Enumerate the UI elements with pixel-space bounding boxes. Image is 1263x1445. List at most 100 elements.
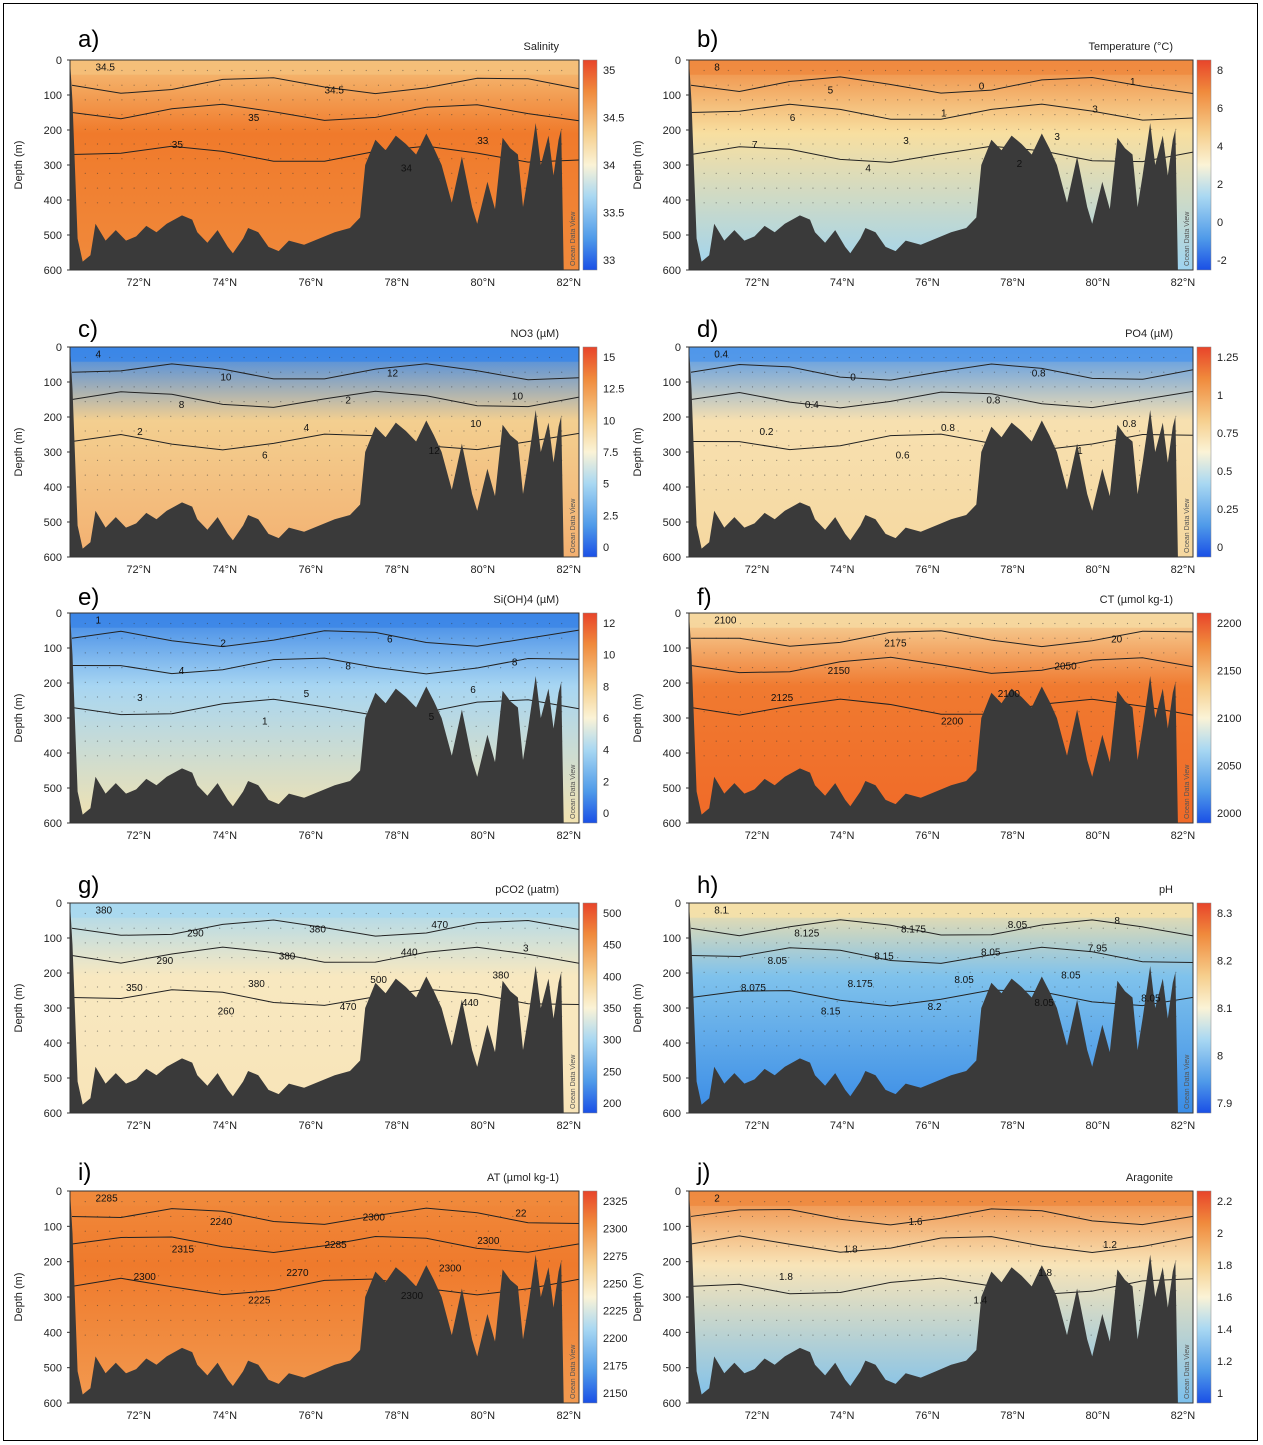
sample-dot (170, 114, 172, 116)
sample-dot (1090, 711, 1092, 713)
sample-dot (475, 386, 477, 388)
sample-dot (304, 711, 306, 713)
sample-dot (500, 637, 502, 639)
contour-label: 0.8 (986, 396, 1000, 407)
sample-dot (800, 1230, 802, 1232)
sample-dot (860, 740, 862, 742)
sample-dot (280, 986, 282, 988)
sample-dot (365, 1245, 367, 1247)
sample-dot (788, 128, 790, 130)
sample-dot (353, 415, 355, 417)
sample-dot (316, 927, 318, 929)
sample-dot (451, 474, 453, 476)
sample-dot (243, 99, 245, 101)
sample-dot (121, 1230, 123, 1232)
sample-dot (170, 1319, 172, 1321)
sample-dot (133, 172, 135, 174)
sample-dot (800, 971, 802, 973)
sample-dot (133, 1260, 135, 1262)
sample-dot (848, 927, 850, 929)
sample-dot (170, 128, 172, 130)
sample-dot (304, 202, 306, 204)
x-tick-label: 76°N (298, 1410, 323, 1422)
sample-dot (231, 430, 233, 432)
sample-dot (933, 489, 935, 491)
sample-dot (280, 356, 282, 359)
sample-dot (414, 128, 416, 130)
sample-dot (1102, 99, 1104, 101)
sample-dot (341, 667, 343, 669)
sample-dot (133, 740, 135, 742)
sample-dot (353, 971, 355, 973)
sample-dot (1114, 1275, 1116, 1277)
sample-dot (194, 202, 196, 204)
contour-label: 8.15 (874, 952, 894, 963)
sample-dot (751, 1201, 754, 1203)
sample-dot (463, 622, 465, 625)
sample-dot (812, 415, 814, 417)
sample-dot (1163, 942, 1165, 944)
sample-dot (751, 187, 754, 189)
sample-dot (860, 1201, 862, 1203)
sample-dot (981, 622, 983, 625)
sample-dot (824, 459, 826, 461)
sample-dot (751, 69, 754, 72)
sample-dot (1090, 1045, 1092, 1047)
sample-dot (157, 1201, 160, 1203)
sample-dot (848, 912, 850, 915)
sample-dot (133, 1230, 135, 1232)
sample-dot (390, 652, 392, 654)
sample-dot (292, 371, 294, 373)
sample-dot (500, 957, 502, 959)
variable-title: Aragonite (1126, 1172, 1173, 1184)
sample-dot (157, 1319, 160, 1321)
sample-dot (280, 1260, 282, 1262)
sample-dot (824, 1304, 826, 1307)
sample-dot (182, 158, 184, 160)
sample-dot (800, 1015, 802, 1018)
sample-dot (182, 356, 184, 359)
sample-dot (872, 927, 875, 929)
sample-dot (292, 386, 294, 388)
contour-line (71, 946, 580, 964)
sample-dot (848, 445, 850, 447)
colorbar-tick-label: 1.25 (1217, 352, 1238, 364)
sample-dot (836, 143, 838, 145)
sample-dot (872, 128, 875, 130)
sample-dot (909, 1304, 911, 1307)
sample-dot (751, 1230, 754, 1232)
sample-dot (463, 401, 465, 403)
sample-dot (751, 1245, 754, 1247)
sample-dot (800, 128, 802, 130)
sample-dot (1151, 1260, 1153, 1262)
sample-dot (512, 652, 514, 654)
sample-dot (316, 202, 318, 204)
sample-dot (860, 942, 862, 944)
sample-dot (328, 415, 331, 417)
sample-dot (414, 942, 416, 944)
sample-dot (715, 1045, 717, 1047)
sample-dot (1114, 1260, 1116, 1262)
sample-dot (548, 622, 551, 625)
sample-dot (739, 356, 742, 359)
sample-dot (751, 459, 754, 461)
x-tick-label: 82°N (557, 1410, 582, 1422)
sample-dot (206, 84, 209, 86)
sample-dot (536, 681, 538, 683)
sample-dot (739, 1260, 742, 1262)
colorbar (582, 346, 598, 558)
sample-dot (133, 986, 135, 988)
sample-dot (909, 652, 911, 654)
sample-dot (848, 158, 850, 160)
sample-dot (512, 114, 514, 116)
sample-dot (824, 401, 826, 403)
contour-line (71, 1207, 580, 1225)
sample-dot (365, 652, 367, 654)
sample-dot (377, 401, 380, 403)
sample-dot (243, 957, 245, 959)
sample-dot (884, 1304, 887, 1307)
sample-dot (170, 711, 172, 713)
sample-dot (243, 474, 245, 476)
sample-dot (328, 755, 331, 757)
sample-dot (703, 971, 705, 973)
